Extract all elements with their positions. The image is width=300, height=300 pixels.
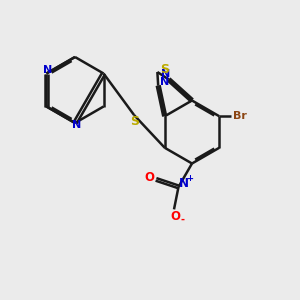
Text: O: O	[144, 171, 154, 184]
Text: N: N	[161, 69, 170, 79]
Text: S: S	[130, 115, 139, 128]
Text: N: N	[43, 65, 52, 75]
Text: N: N	[160, 77, 170, 87]
Text: O: O	[170, 210, 181, 224]
Text: Br: Br	[233, 111, 247, 121]
Text: N: N	[179, 177, 189, 190]
Text: S: S	[160, 62, 169, 76]
Text: N: N	[72, 119, 81, 130]
Text: +: +	[186, 174, 193, 183]
Text: -: -	[180, 215, 184, 225]
